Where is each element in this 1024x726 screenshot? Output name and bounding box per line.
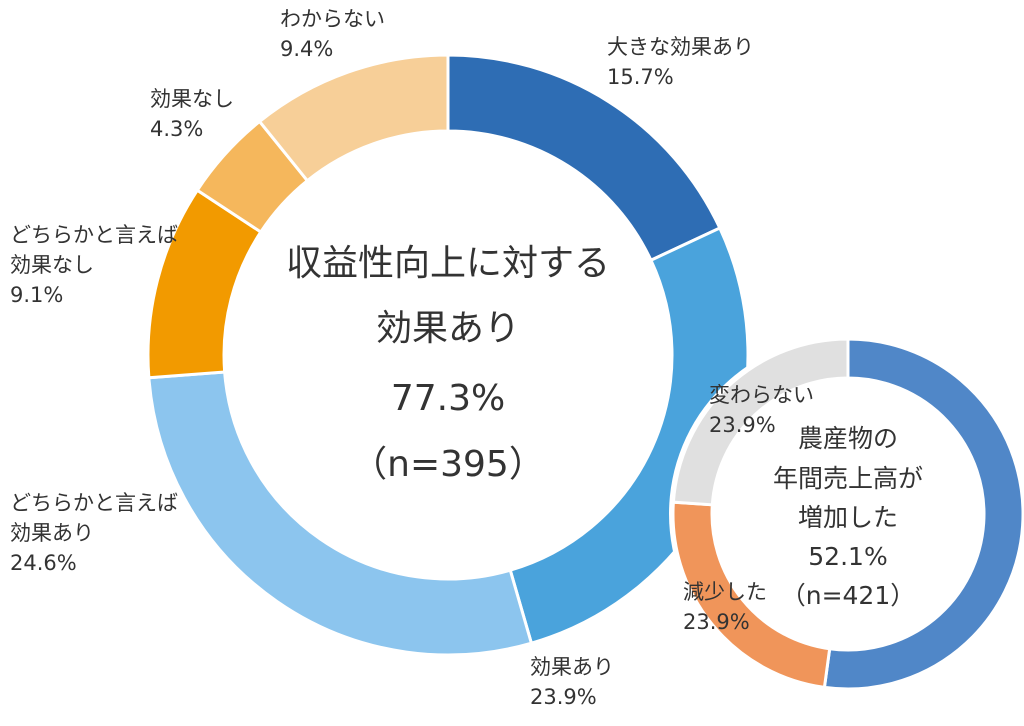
segment-name: 効果なし xyxy=(150,87,234,111)
donut-hole xyxy=(225,132,671,578)
segment-label: どちらかと言えば 効果あり 24.6% xyxy=(10,488,178,578)
center-text: 収益性向上に対する xyxy=(286,243,610,284)
center-text: 効果あり xyxy=(376,308,520,349)
segment-name: 効果あり xyxy=(530,655,614,679)
segment-value: 23.9% xyxy=(709,413,776,437)
segment-value: 23.9% xyxy=(683,610,750,634)
center-text: 増加した xyxy=(798,503,898,532)
segment-value: 15.7% xyxy=(607,65,674,89)
donut-segment xyxy=(147,370,534,657)
center-text: 年間売上高が xyxy=(773,464,923,493)
segment-label: わからない 9.4% xyxy=(280,4,385,64)
segment-name: どちらかと言えば 効果あり xyxy=(10,491,178,545)
segment-name: どちらかと言えば 効果なし xyxy=(10,223,178,277)
segment-name: わからない xyxy=(280,7,385,31)
segment-label: 効果なし 4.3% xyxy=(150,84,234,144)
donut-hole xyxy=(713,379,983,649)
center-text: 52.1% xyxy=(808,542,887,571)
center-text: 77.3% xyxy=(391,378,505,419)
segment-label: 減少した 23.9% xyxy=(683,577,767,637)
segment-name: 変わらない xyxy=(709,383,814,407)
segment-name: 減少した xyxy=(683,580,767,604)
donut-segment xyxy=(671,337,850,507)
segment-name: 大きな効果あり xyxy=(607,35,754,59)
center-text: （n=395） xyxy=(351,444,545,485)
segment-label: どちらかと言えば 効果なし 9.1% xyxy=(10,220,178,310)
segment-label: 変わらない 23.9% xyxy=(709,380,814,440)
donut-segment xyxy=(257,53,450,183)
center-text: （n=421） xyxy=(781,581,916,610)
center-text: 農産物の xyxy=(798,424,898,453)
segment-value: 9.4% xyxy=(280,37,334,61)
segment-value: 9.1% xyxy=(10,283,64,307)
segment-value: 23.9% xyxy=(530,685,597,709)
donut-segment xyxy=(822,337,1024,691)
segment-value: 24.6% xyxy=(10,551,77,575)
segment-label: 大きな効果あり 15.7% xyxy=(607,32,754,92)
segment-value: 4.3% xyxy=(150,117,204,141)
segment-label: 効果あり 23.9% xyxy=(530,652,614,712)
